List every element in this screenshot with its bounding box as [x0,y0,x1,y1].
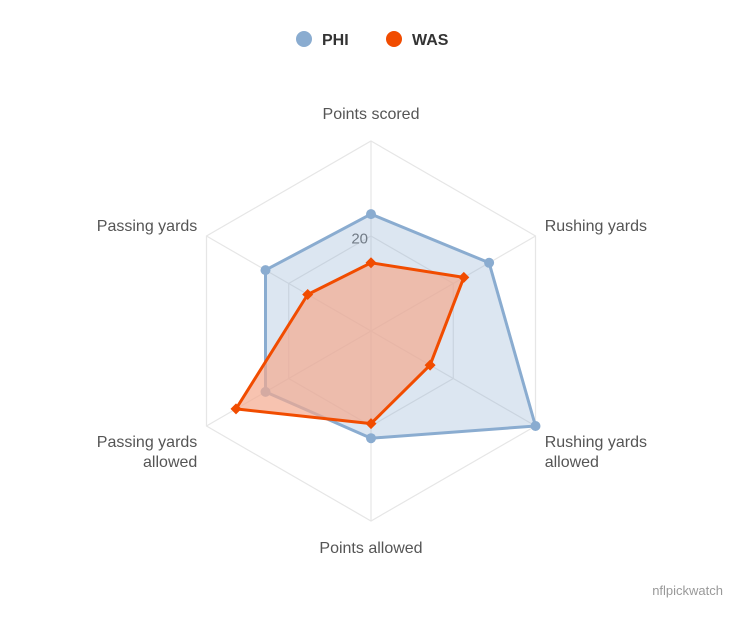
series-area-was [236,262,464,424]
legend-marker-was [386,31,402,47]
series-layer [230,209,541,444]
data-point-was-4[interactable] [365,418,377,430]
data-point-phi-1[interactable] [366,209,376,220]
radial-tick-label: 20 [351,231,368,248]
category-label-2: Rushing yards [545,218,647,235]
data-point-phi-2[interactable] [484,257,495,268]
category-label-3: Rushing yards [545,434,647,451]
category-label-1: Points scored [323,106,420,123]
legend-item-was[interactable]: WAS [386,31,449,49]
legend-item-phi[interactable]: PHI [296,31,349,49]
radial-ticks: 20 [351,231,368,248]
category-label-5: allowed [143,454,197,471]
category-label-5: Passing yards [97,434,198,451]
category-label-6: Passing yards [97,218,198,235]
category-labels: Points scored Rushing yards Rushing yards a… [97,106,647,557]
data-point-was-2[interactable] [458,271,470,283]
category-label-3: allowed [545,454,599,471]
data-point-was-6[interactable] [302,289,314,300]
credit-label[interactable]: nflpickwatch [652,583,723,598]
legend-label-phi: PHI [322,32,349,49]
category-label-4: Points allowed [319,540,422,557]
data-point-phi-3[interactable] [530,421,541,431]
data-point-was-3[interactable] [424,359,436,371]
data-point-was-1[interactable] [365,257,377,269]
legend[interactable]: PHI WAS [296,31,449,49]
legend-label-was: WAS [412,32,449,49]
data-point-was-5[interactable] [230,403,242,415]
data-point-phi-4[interactable] [366,433,376,444]
data-point-phi-6[interactable] [260,265,271,276]
legend-marker-phi [296,31,312,47]
series-was[interactable] [230,257,470,430]
